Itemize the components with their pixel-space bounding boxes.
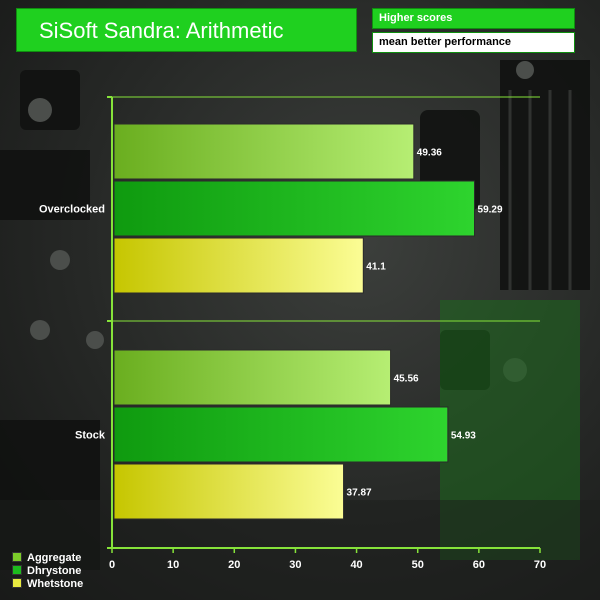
value-label-overclocked-dhrystone: 59.29	[478, 205, 503, 216]
value-label-stock-aggregate: 45.56	[394, 374, 419, 385]
x-tick-label-50: 50	[412, 559, 424, 571]
x-tick-label-20: 20	[228, 559, 240, 571]
x-tick-label-10: 10	[167, 559, 179, 571]
legend-item-whetstone: Whetstone	[12, 578, 83, 590]
legend-swatch-whetstone	[12, 578, 22, 588]
legend-label-aggregate: Aggregate	[27, 552, 82, 564]
x-tick-label-70: 70	[534, 559, 546, 571]
bar-overclocked-whetstone	[113, 237, 364, 294]
labels-group: 49.36 59.29 41.1 Overclocked 45.56 54.93 37.87…	[39, 148, 546, 572]
value-label-overclocked-aggregate: 49.36	[417, 148, 442, 159]
category-label-stock: Stock	[75, 430, 106, 442]
legend-swatch-dhrystone	[12, 565, 22, 575]
x-tick-label-60: 60	[473, 559, 485, 571]
bar-overclocked-dhrystone	[113, 180, 476, 237]
category-label-overclocked: Overclocked	[39, 204, 105, 216]
bar-stock-aggregate	[113, 349, 392, 406]
legend-swatch-aggregate	[12, 552, 22, 562]
value-label-overclocked-whetstone: 41.1	[366, 262, 386, 273]
x-tick-label-30: 30	[289, 559, 301, 571]
bar-overclocked-aggregate	[113, 123, 415, 180]
bar-stock-whetstone	[113, 463, 345, 520]
axes-group	[107, 96, 541, 553]
value-label-stock-dhrystone: 54.93	[451, 431, 476, 442]
x-tick-label-40: 40	[350, 559, 362, 571]
legend-item-aggregate: Aggregate	[12, 552, 81, 564]
legend-label-dhrystone: Dhrystone	[27, 565, 82, 577]
x-tick-label-0: 0	[109, 559, 115, 571]
bars-group	[113, 123, 476, 520]
chart-title: SiSoft Sandra: Arithmetic	[16, 8, 357, 52]
legend-item-dhrystone: Dhrystone	[12, 565, 81, 577]
note-better-performance: mean better performance	[372, 32, 575, 53]
note-higher-scores: Higher scores	[372, 8, 575, 29]
bar-stock-dhrystone	[113, 406, 449, 463]
legend-label-whetstone: Whetstone	[27, 578, 84, 590]
value-label-stock-whetstone: 37.87	[347, 488, 372, 499]
